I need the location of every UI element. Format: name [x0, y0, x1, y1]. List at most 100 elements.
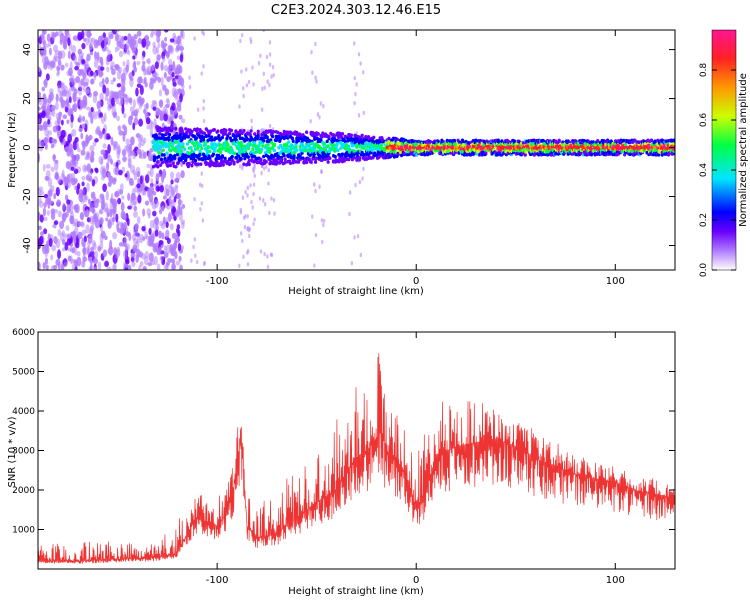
spectrogram-cell — [60, 82, 65, 90]
spectrogram-cell — [166, 204, 171, 210]
spectrogram-cell — [250, 118, 253, 124]
spectrogram-cell — [349, 133, 354, 138]
spectrogram-cell — [127, 158, 132, 167]
spectrogram-cell — [190, 129, 194, 134]
spectrogram-cell — [42, 207, 46, 217]
spectrogram-cell — [185, 142, 190, 146]
spectrogram-cell — [53, 138, 58, 144]
spectrogram-cell — [164, 187, 168, 198]
spectrogram-cell — [52, 154, 56, 162]
spectrogram-cell — [353, 41, 356, 46]
snr-ylabel: SNR (10 * v/v) — [7, 416, 18, 487]
spectrogram-cell — [88, 43, 93, 50]
spectrogram-cell — [257, 61, 261, 66]
spectrogram-cell — [343, 139, 347, 144]
spectrogram-cell — [348, 190, 352, 195]
spectrogram-cell — [154, 61, 160, 70]
spectrogram-cell — [56, 175, 62, 184]
spectrogram-cell — [66, 70, 72, 77]
spectrogram-cell — [117, 188, 121, 197]
spectrogram-cell — [275, 138, 279, 142]
spectrogram-cell — [94, 138, 99, 143]
spectrogram-cell — [195, 259, 199, 265]
spectrogram-cell — [89, 250, 95, 258]
spectrogram-cell — [246, 155, 251, 159]
spectrogram-cell — [173, 240, 178, 249]
spectrogram-cell — [123, 249, 128, 259]
spectrogram-cell — [158, 89, 162, 97]
spectrogram-cell — [166, 76, 171, 83]
spectrogram-cell — [236, 154, 241, 158]
spectrogram-cell — [261, 86, 264, 92]
spectrogram-cell — [58, 111, 63, 117]
spectrogram-cell — [62, 39, 67, 49]
spectrogram-cell — [241, 86, 245, 91]
spectrogram-cell — [202, 64, 205, 69]
spectrogram-cell — [248, 233, 251, 239]
spectrogram-cell — [193, 36, 196, 41]
spectrogram-cell — [66, 233, 72, 239]
spectrogram-cell — [91, 216, 96, 226]
spectrogram-cell — [173, 154, 177, 158]
spectrogram-cell — [38, 261, 41, 270]
spectrogram-cell — [268, 62, 272, 67]
spectrogram-cell — [54, 173, 58, 180]
spectrogram-cell — [205, 149, 209, 154]
spectrogram-cell — [93, 71, 97, 78]
spectrogram-cell — [214, 163, 218, 168]
spectrogram-cell — [315, 79, 318, 84]
spectrogram-cell — [135, 87, 139, 97]
spectrogram-cell — [250, 125, 254, 131]
spectrogram-cell — [111, 97, 115, 107]
spectrogram-cell — [265, 135, 269, 139]
spectrogram-cell — [283, 160, 287, 165]
spectrogram-cell — [100, 60, 104, 67]
spectrogram-cell — [151, 30, 155, 36]
spectrogram-cell — [53, 192, 57, 200]
spectrogram-cell — [339, 156, 344, 161]
spectrogram-cell — [186, 135, 190, 139]
spectrogram-cell — [262, 138, 266, 143]
spectrogram-cell — [132, 200, 137, 206]
spectrogram-cell — [308, 153, 312, 158]
spectrogram-cell — [67, 133, 73, 144]
spectrogram-cell — [203, 142, 208, 147]
spectrogram-cell — [262, 198, 265, 203]
spectrogram-cell — [142, 236, 146, 241]
spectrogram-cell — [59, 220, 65, 230]
spectrogram-cell — [171, 71, 175, 78]
spectrogram-cell — [328, 156, 332, 160]
spectrogram-cell — [243, 224, 247, 230]
spectrogram-cell — [130, 136, 135, 146]
spectrogram-cell — [106, 152, 111, 162]
spectrogram-cell — [104, 76, 109, 85]
spectrogram-cell — [65, 160, 71, 170]
spectrogram-cell — [138, 251, 144, 258]
spectrogram-cell — [123, 125, 128, 136]
spectrogram-cell — [240, 33, 244, 38]
spectrogram-cell — [319, 138, 323, 143]
spectrogram-cell — [64, 85, 68, 95]
spectrogram-cell — [80, 198, 85, 204]
spectrogram-cell — [38, 112, 44, 118]
spectrogram-cell — [83, 37, 87, 42]
spectrogram-cell — [151, 99, 157, 105]
spectrogram-cell — [178, 199, 183, 205]
spectrogram-cell — [42, 262, 46, 270]
spectrogram-cell — [314, 232, 318, 238]
spectrogram-cell — [177, 142, 182, 147]
spectrogram-cell — [192, 244, 195, 250]
spectrogram-cell — [298, 155, 302, 160]
spectrogram-cell — [268, 123, 272, 129]
spectrogram-cell — [362, 166, 365, 172]
spectrogram-cell — [657, 153, 661, 157]
spectrogram-cell — [156, 164, 160, 169]
spectrogram-cell — [104, 95, 109, 101]
spectrogram-cell — [81, 42, 86, 50]
spectrogram-cell — [122, 60, 126, 67]
spectrogram-cell — [94, 51, 98, 60]
spectrogram-cell — [151, 64, 155, 71]
spectrogram-cell — [149, 80, 154, 90]
spectrogram-cell — [167, 135, 171, 140]
